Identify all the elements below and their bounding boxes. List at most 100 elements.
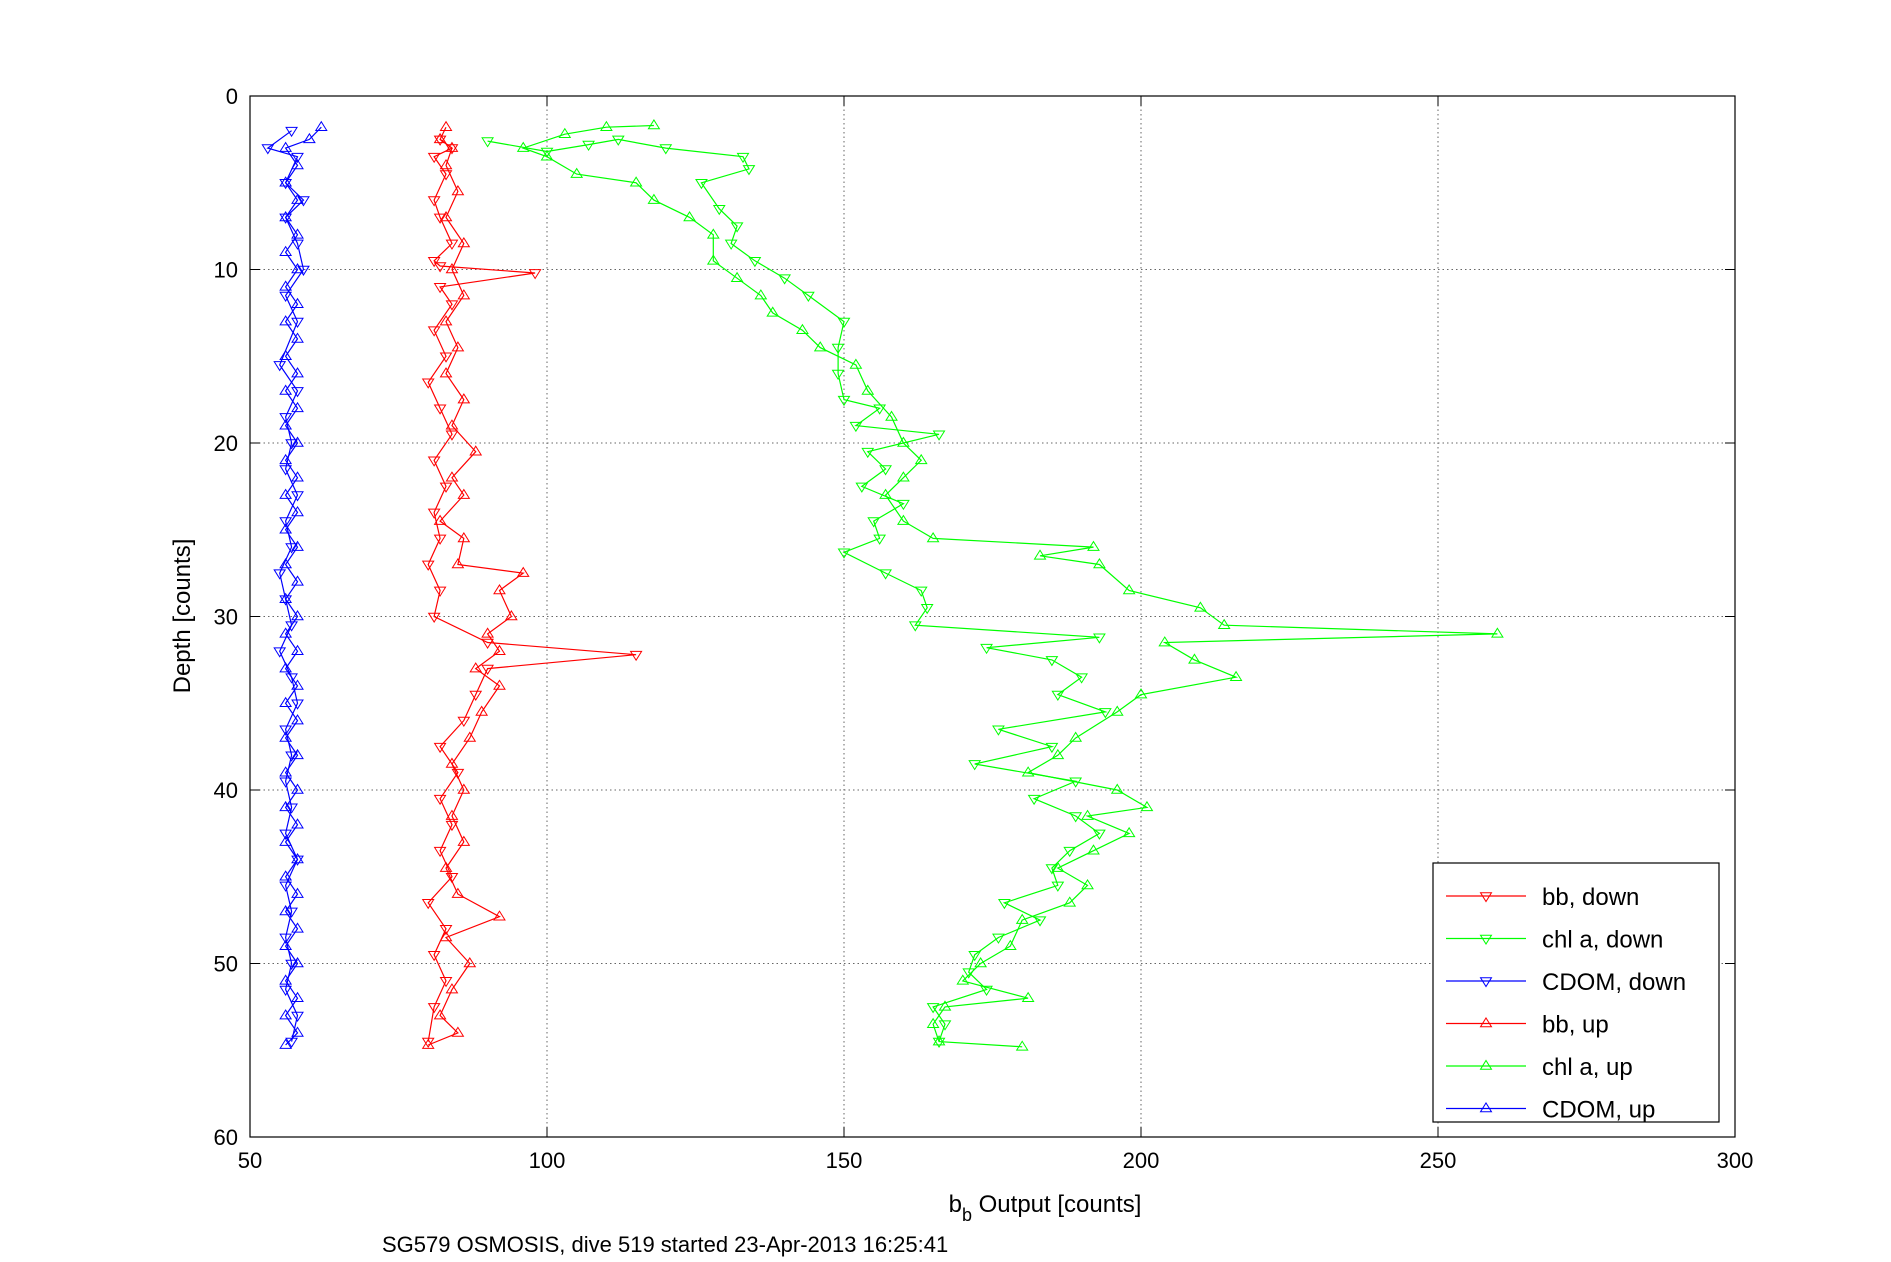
data-point xyxy=(439,211,453,222)
series-line xyxy=(427,138,637,1042)
data-point xyxy=(457,237,471,248)
data-point xyxy=(926,1003,940,1014)
data-point xyxy=(439,120,453,132)
data-point xyxy=(302,132,316,144)
data-point xyxy=(291,1026,304,1037)
data-point xyxy=(451,184,465,196)
data-point xyxy=(962,968,976,979)
legend-swatch-marker xyxy=(1479,934,1493,945)
data-point xyxy=(279,453,293,465)
y-tick-label: 20 xyxy=(214,431,238,456)
data-point xyxy=(457,289,471,300)
data-point xyxy=(279,974,293,985)
data-point xyxy=(439,170,453,181)
series-layer xyxy=(261,119,1504,1051)
data-point xyxy=(279,933,293,944)
data-point xyxy=(445,872,459,884)
data-point xyxy=(475,705,489,716)
data-point xyxy=(1015,1040,1029,1051)
data-point xyxy=(439,158,453,170)
y-tick-label: 40 xyxy=(214,778,238,803)
data-point xyxy=(445,430,459,441)
data-point xyxy=(1229,670,1243,682)
data-point xyxy=(279,211,293,222)
data-point xyxy=(1051,881,1065,892)
data-point xyxy=(992,725,1005,736)
data-point xyxy=(427,326,441,337)
data-point xyxy=(1188,653,1201,664)
data-point xyxy=(1158,636,1172,647)
data-point xyxy=(285,621,298,632)
data-point xyxy=(279,592,293,603)
data-point xyxy=(439,367,453,378)
data-point xyxy=(481,627,495,638)
data-point xyxy=(291,887,304,898)
data-point xyxy=(291,991,304,1002)
data-point xyxy=(433,213,447,224)
series-line xyxy=(427,126,525,1046)
series-line xyxy=(284,126,322,1046)
data-point xyxy=(291,783,304,794)
legend: bb, down chl a, down CDOM, down bb, up chl a… xyxy=(1432,862,1720,1124)
data-point xyxy=(427,152,441,164)
data-point xyxy=(291,540,304,551)
data-point xyxy=(469,662,483,673)
data-point xyxy=(932,430,946,441)
data-point xyxy=(439,482,453,493)
data-point xyxy=(1087,844,1100,855)
data-point xyxy=(867,517,881,528)
data-point xyxy=(706,228,720,239)
data-point xyxy=(445,239,459,250)
data-point xyxy=(724,239,738,250)
data-point xyxy=(427,1003,441,1014)
data-point xyxy=(291,152,304,164)
data-point xyxy=(279,280,293,291)
data-point xyxy=(279,766,293,777)
legend-swatch-marker xyxy=(1479,977,1493,988)
data-point xyxy=(611,135,625,146)
data-point xyxy=(920,604,934,615)
data-point xyxy=(1217,618,1231,629)
data-point xyxy=(1051,690,1065,702)
data-point xyxy=(279,245,293,256)
data-point xyxy=(659,144,673,155)
data-point xyxy=(279,905,293,916)
x-tick-label: 250 xyxy=(1420,1148,1457,1173)
data-point xyxy=(1134,688,1148,699)
data-point xyxy=(1063,896,1077,907)
caption: SG579 OSMOSIS, dive 519 started 23-Apr-2… xyxy=(382,1232,948,1257)
data-point xyxy=(285,126,298,138)
series-line xyxy=(266,130,305,1042)
data-point xyxy=(1122,826,1136,838)
data-point xyxy=(291,575,304,586)
data-point xyxy=(291,852,304,864)
data-point xyxy=(1087,540,1100,551)
data-point xyxy=(558,127,572,138)
data-point xyxy=(1093,829,1106,840)
data-point xyxy=(493,584,506,595)
data-point xyxy=(1021,991,1035,1002)
data-point xyxy=(427,196,441,207)
data-point xyxy=(445,983,459,994)
data-point xyxy=(291,228,304,239)
data-point xyxy=(279,349,293,361)
data-point xyxy=(291,748,304,760)
data-point xyxy=(451,768,465,780)
x-axis-label-rest: Output [counts] xyxy=(972,1191,1141,1218)
data-point xyxy=(433,794,447,806)
x-axis-label-subscript: b xyxy=(962,1205,972,1225)
data-point xyxy=(279,419,293,430)
data-point xyxy=(279,595,293,606)
data-point xyxy=(1003,939,1017,950)
data-point xyxy=(813,341,827,352)
data-point xyxy=(291,193,304,204)
data-point xyxy=(528,269,542,280)
series-line xyxy=(487,138,1108,1042)
data-point xyxy=(896,471,910,482)
data-point xyxy=(1490,627,1504,638)
data-point xyxy=(1110,705,1124,716)
data-point xyxy=(291,367,304,378)
data-point xyxy=(451,558,465,569)
data-point xyxy=(291,714,304,725)
